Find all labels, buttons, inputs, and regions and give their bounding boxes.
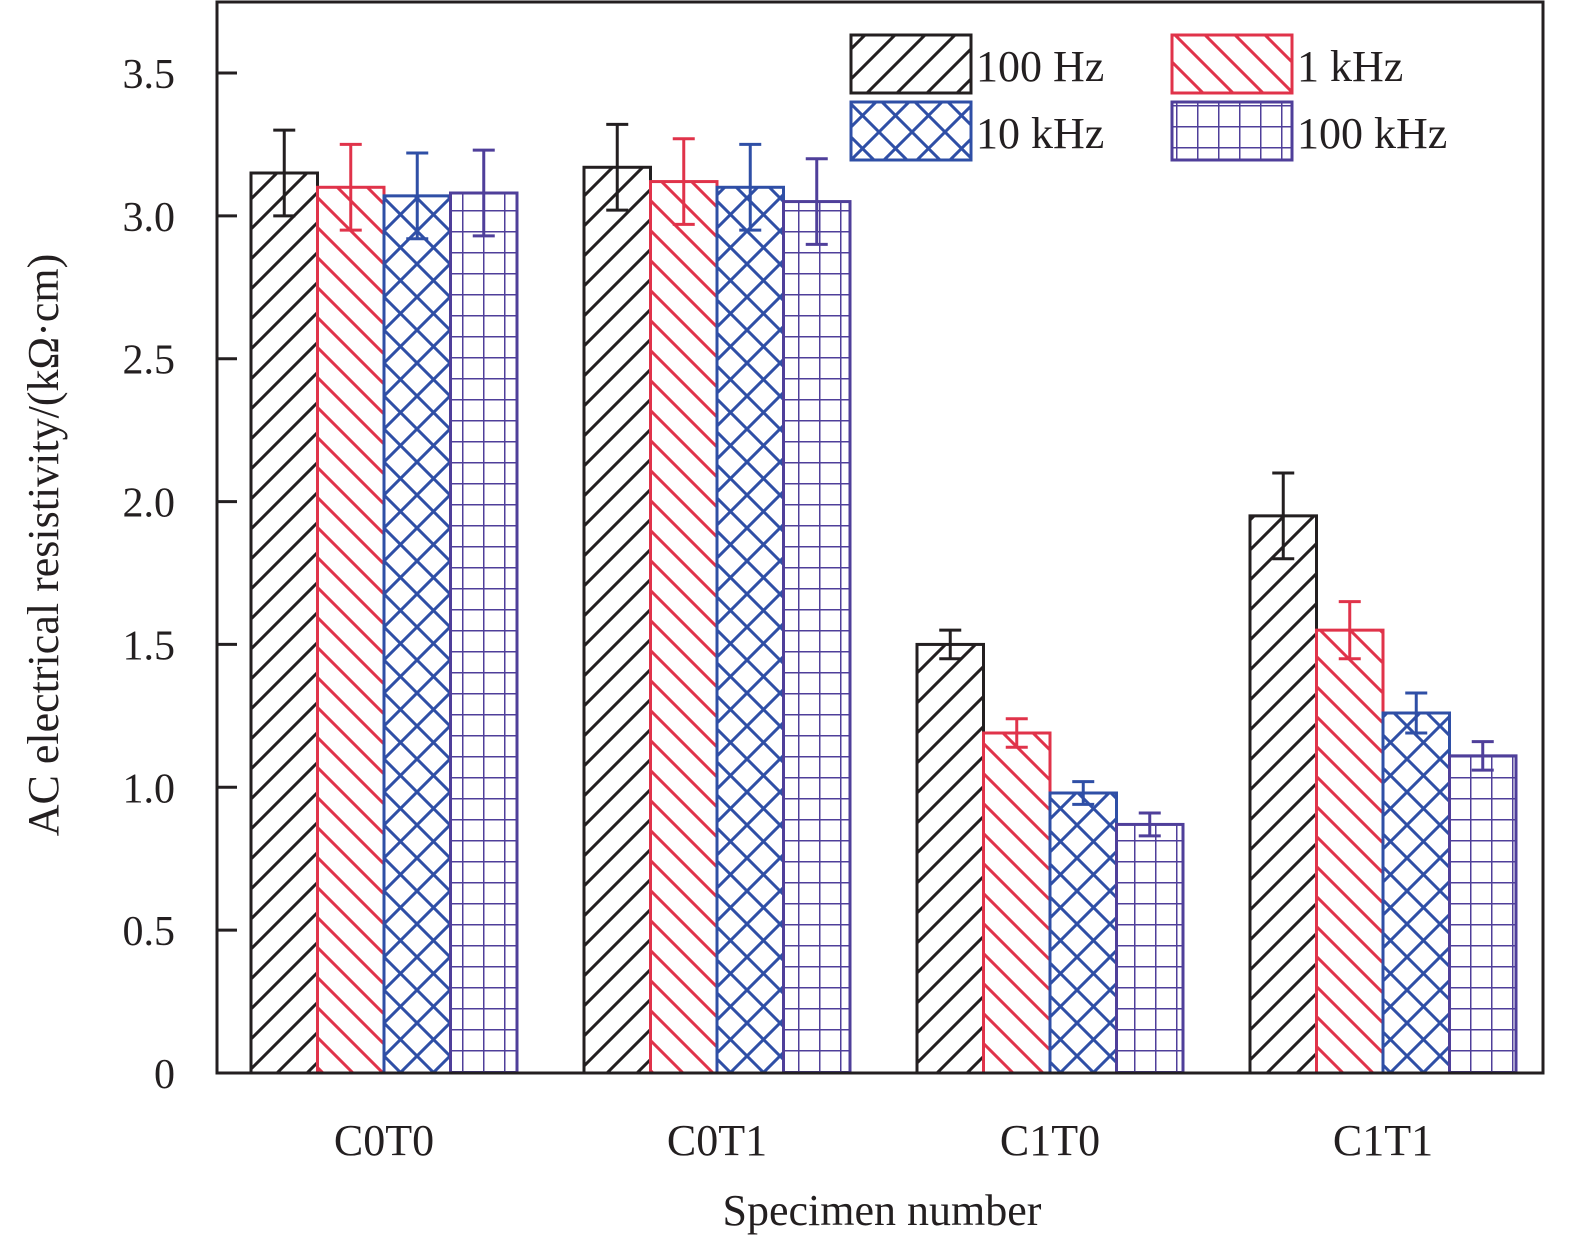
legend-item-10khz: 10 kHz xyxy=(849,100,1104,162)
y-tick-label: 1.5 xyxy=(123,623,176,669)
error-bar-c1t1-100khz xyxy=(1471,740,1494,772)
error-bar-c0t1-100hz xyxy=(606,122,629,212)
y-tick-label: 3.5 xyxy=(123,52,176,98)
bar-c0t0-1khz xyxy=(316,185,386,1075)
error-bar-c1t0-100khz xyxy=(1138,811,1161,838)
y-tick-label: 3.0 xyxy=(123,195,176,241)
y-tick-label: 0 xyxy=(154,1052,175,1098)
bars-layer xyxy=(249,165,1518,1075)
y-axis-title: AC electrical resistivity/(kΩ·cm) xyxy=(19,254,68,837)
legend-label: 100 Hz xyxy=(976,42,1104,91)
bar-c1t0-10khz xyxy=(1048,791,1118,1075)
error-bar-c0t1-1khz xyxy=(672,137,695,226)
legend-swatch xyxy=(849,33,973,95)
error-bars-layer xyxy=(273,122,1494,838)
bar-c0t1-100hz xyxy=(582,165,652,1075)
error-bar-c1t0-10khz xyxy=(1072,780,1095,806)
legend-swatch xyxy=(1170,100,1294,162)
y-tick-label: 0.5 xyxy=(123,909,176,955)
plot-frame xyxy=(215,0,1545,1075)
error-bar-c1t0-100hz xyxy=(939,628,962,661)
bar-c0t1-1khz xyxy=(649,180,719,1075)
error-bar-c0t1-100khz xyxy=(805,157,828,246)
y-tick-label: 2.5 xyxy=(123,338,176,384)
x-tick-label: C0T1 xyxy=(667,1116,767,1165)
error-bar-c0t1-10khz xyxy=(739,142,762,232)
bar-c1t0-100khz xyxy=(1115,822,1185,1075)
x-tick-label: C0T0 xyxy=(334,1116,434,1165)
legend-swatch xyxy=(1170,33,1294,95)
legend-swatch xyxy=(849,100,973,162)
legend-item-1khz: 1 kHz xyxy=(1170,33,1403,95)
bar-c1t0-1khz xyxy=(982,731,1052,1075)
error-bar-c0t0-100hz xyxy=(273,128,296,218)
error-bar-c1t0-1khz xyxy=(1005,717,1028,749)
bar-c1t1-100khz xyxy=(1448,754,1518,1075)
error-bar-c0t0-100khz xyxy=(472,148,495,238)
y-axis: 0 0.5 1.0 1.5 2.0 2.5 3.0 3.5 xyxy=(123,52,237,1098)
legend: 100 Hz 1 kHz 10 kHz 100 kHz xyxy=(849,33,1447,162)
x-tick-label: C1T1 xyxy=(1333,1116,1433,1165)
error-bar-c0t0-1khz xyxy=(339,142,362,232)
y-tick-label: 2.0 xyxy=(123,481,176,527)
bar-c1t0-100hz xyxy=(915,642,985,1075)
x-axis: C0T0 C0T1 C1T0 C1T1 xyxy=(334,1116,1433,1165)
bar-c0t1-10khz xyxy=(715,185,785,1075)
bar-c1t1-100hz xyxy=(1248,514,1318,1075)
bar-c1t1-10khz xyxy=(1381,711,1451,1075)
legend-item-100hz: 100 Hz xyxy=(849,33,1104,95)
error-bar-c1t1-100hz xyxy=(1272,471,1295,561)
bar-c0t0-100khz xyxy=(449,191,519,1075)
legend-label: 1 kHz xyxy=(1297,42,1403,91)
error-bar-c0t0-10khz xyxy=(406,151,429,241)
bar-c0t0-10khz xyxy=(382,194,452,1075)
x-tick-label: C1T0 xyxy=(1000,1116,1100,1165)
legend-label: 10 kHz xyxy=(976,109,1104,158)
error-bar-c1t1-10khz xyxy=(1405,691,1428,735)
bar-c0t0-100hz xyxy=(249,171,319,1075)
y-tick-label: 1.0 xyxy=(123,766,176,812)
x-axis-title: Specimen number xyxy=(723,1186,1042,1235)
bar-c1t1-1khz xyxy=(1315,628,1385,1075)
error-bar-c1t1-1khz xyxy=(1338,600,1361,661)
legend-label: 100 kHz xyxy=(1297,109,1447,158)
bar-c0t1-100khz xyxy=(782,200,852,1075)
legend-item-100khz: 100 kHz xyxy=(1170,100,1447,162)
